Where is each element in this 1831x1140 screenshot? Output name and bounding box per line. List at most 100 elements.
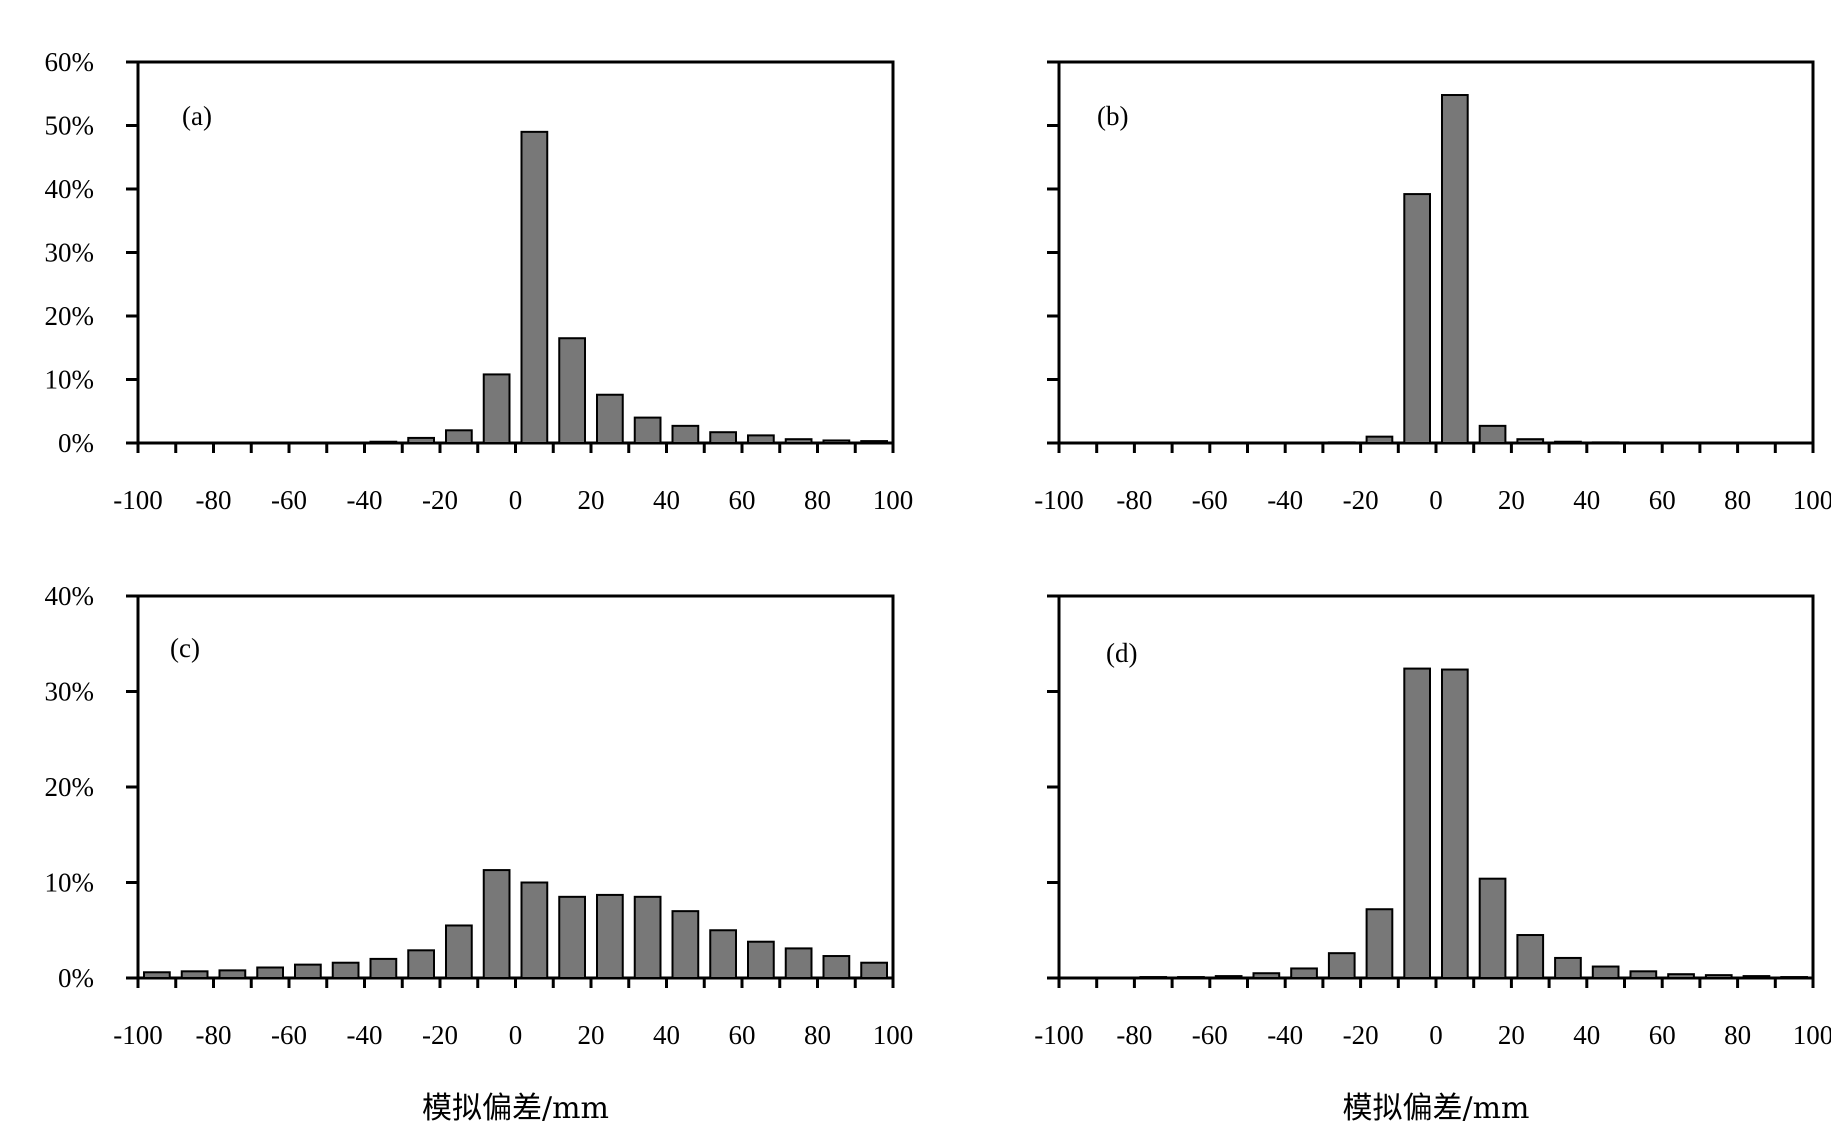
y-tick-label: 30%: [45, 238, 95, 268]
chart-panel-4: -100 -80 -60 -40 -20 0 20 40 60 80 100 (d) 模拟偏差/mm: [1034, 594, 1831, 1126]
bar: [1591, 965, 1620, 979]
y-tick-label: 20%: [45, 772, 95, 802]
bar: [1478, 877, 1507, 979]
y-tick-label: 50%: [45, 111, 95, 141]
plot-frame: [136, 594, 895, 980]
x-tick-label: 20: [1498, 485, 1525, 515]
bar: [1742, 975, 1771, 980]
x-tick-label: 80: [1724, 485, 1751, 515]
x-tick-label: 0: [1429, 1020, 1443, 1050]
bar: [445, 429, 473, 444]
bar: [860, 440, 888, 445]
y-tick-label: 20%: [45, 301, 95, 331]
plot-frame: [1057, 60, 1815, 445]
bar: [369, 957, 398, 980]
x-tick-label: -100: [113, 485, 163, 515]
bar: [1591, 441, 1620, 444]
bar: [1403, 193, 1432, 444]
bar: [709, 431, 737, 444]
x-tick-label: 40: [653, 485, 680, 515]
bar: [407, 436, 435, 445]
bar: [218, 969, 247, 979]
x-tick-label: 40: [653, 1020, 680, 1050]
y-tick-label: 0%: [58, 428, 94, 458]
x-tick-label: -80: [196, 1020, 232, 1050]
x-tick-label: 60: [1649, 485, 1676, 515]
bar: [709, 929, 737, 979]
x-tick-label: -40: [347, 1020, 383, 1050]
bar: [256, 966, 284, 979]
x-tick-label: -80: [1116, 1020, 1152, 1050]
bar: [1365, 435, 1394, 444]
x-tick-label: 20: [578, 485, 605, 515]
panel-label: (b): [1097, 101, 1128, 131]
x-tick-label: -60: [1192, 1020, 1228, 1050]
panel-label: (d): [1106, 638, 1137, 668]
bar: [596, 393, 624, 444]
x-tick-label: -60: [1192, 485, 1228, 515]
x-tick-label: 0: [509, 485, 523, 515]
bar: [784, 438, 813, 445]
bar: [1629, 970, 1658, 980]
bar: [407, 949, 435, 979]
bar: [1441, 668, 1469, 979]
chart-panel-1: 0% 10% 20% 30% 40% 50% 60% -100 -80 -60 -40 -20 0 20 4…: [45, 47, 914, 515]
x-tick-label: -20: [1343, 1020, 1379, 1050]
bar: [482, 373, 511, 445]
bar: [331, 961, 360, 979]
x-tick-label: -100: [1034, 485, 1084, 515]
bar: [822, 439, 851, 444]
x-tick-label: 20: [578, 1020, 605, 1050]
x-axis-title: 模拟偏差/mm: [1342, 1091, 1529, 1126]
bar: [180, 970, 209, 980]
x-tick-label: -40: [1267, 485, 1303, 515]
bar: [294, 963, 322, 980]
bar: [1704, 974, 1733, 980]
x-tick-label: 100: [873, 485, 914, 515]
y-tick-label: 30%: [45, 677, 95, 707]
y-tick-label: 0%: [58, 963, 94, 993]
x-tick-label: -40: [347, 485, 383, 515]
x-tick-label: 0: [509, 1020, 523, 1050]
y-tick-label: 60%: [45, 47, 95, 77]
x-tick-label: -60: [271, 1020, 307, 1050]
x-tick-label: -100: [113, 1020, 163, 1050]
bar: [671, 910, 700, 980]
bar: [1327, 952, 1356, 979]
y-tick-label: 40%: [45, 174, 95, 204]
bar: [1252, 972, 1281, 979]
plot-frame: [1057, 594, 1815, 980]
bar: [822, 955, 851, 979]
x-tick-label: 20: [1498, 1020, 1525, 1050]
x-tick-label: -40: [1267, 1020, 1303, 1050]
bar: [1290, 967, 1318, 980]
x-tick-label: 60: [1649, 1020, 1676, 1050]
bar: [1139, 976, 1168, 979]
x-tick-label: -80: [1116, 485, 1152, 515]
bar: [1554, 956, 1582, 980]
plot-frame: [136, 60, 895, 445]
bar: [558, 895, 586, 980]
bar: [784, 947, 813, 980]
bar: [1365, 908, 1394, 979]
bar: [1441, 94, 1469, 445]
x-tick-label: -20: [422, 485, 458, 515]
x-tick-label: 60: [729, 485, 756, 515]
x-tick-label: 0: [1429, 485, 1443, 515]
bar: [1780, 976, 1809, 979]
bar: [558, 337, 586, 445]
bar: [1403, 667, 1432, 980]
x-tick-label: -100: [1034, 1020, 1084, 1050]
bar: [445, 924, 473, 979]
x-tick-label: 40: [1573, 1020, 1600, 1050]
bar: [1478, 424, 1507, 445]
x-tick-label: -60: [271, 485, 307, 515]
x-tick-label: 80: [804, 1020, 831, 1050]
x-tick-label: 100: [873, 1020, 914, 1050]
y-tick-label: 10%: [45, 365, 95, 395]
x-axis-title: 模拟偏差/mm: [422, 1091, 609, 1126]
y-tick-label: 40%: [45, 581, 95, 611]
x-tick-label: -20: [422, 1020, 458, 1050]
y-tick-label: 10%: [45, 868, 95, 898]
